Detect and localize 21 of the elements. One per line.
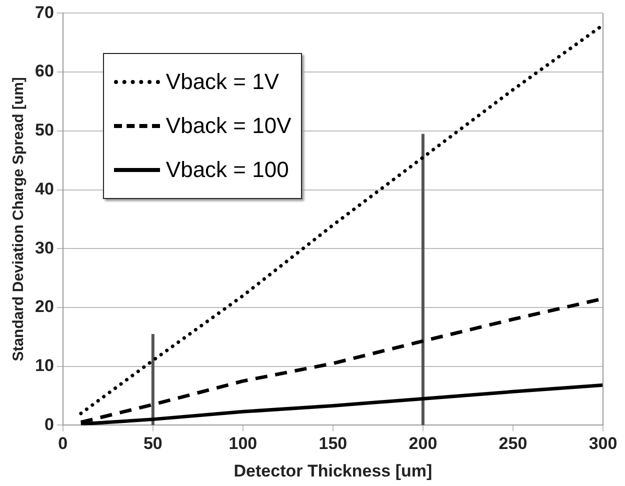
x-tick-label: 0 — [58, 434, 68, 454]
y-tick-label: 20 — [34, 297, 54, 316]
line-series — [79, 23, 603, 416]
x-tick-label: 200 — [408, 434, 438, 454]
legend-label: Vback = 1V — [166, 69, 280, 96]
y-tick-label: 70 — [34, 2, 54, 22]
y-tick-label: 40 — [34, 179, 54, 198]
legend-label: Vback = 100 — [166, 157, 289, 184]
x-tick-label: 250 — [498, 434, 528, 454]
x-axis-title: Detector Thickness [um] — [234, 461, 432, 480]
x-tick-label: 150 — [318, 434, 348, 454]
x-tick-label: 100 — [228, 434, 258, 454]
y-tick-label: 50 — [34, 120, 54, 140]
y-tick-label: 10 — [34, 356, 54, 376]
x-tick-label: 50 — [143, 434, 162, 454]
y-axis-title: Standard Deviation Charge Spread [um] — [10, 77, 28, 362]
y-tick-label: 0 — [44, 414, 54, 434]
x-tick-label: 300 — [588, 434, 618, 454]
y-tick-label: 60 — [34, 62, 54, 81]
legend-label: Vback = 10V — [166, 113, 292, 140]
y-tick-label: 30 — [34, 238, 54, 258]
